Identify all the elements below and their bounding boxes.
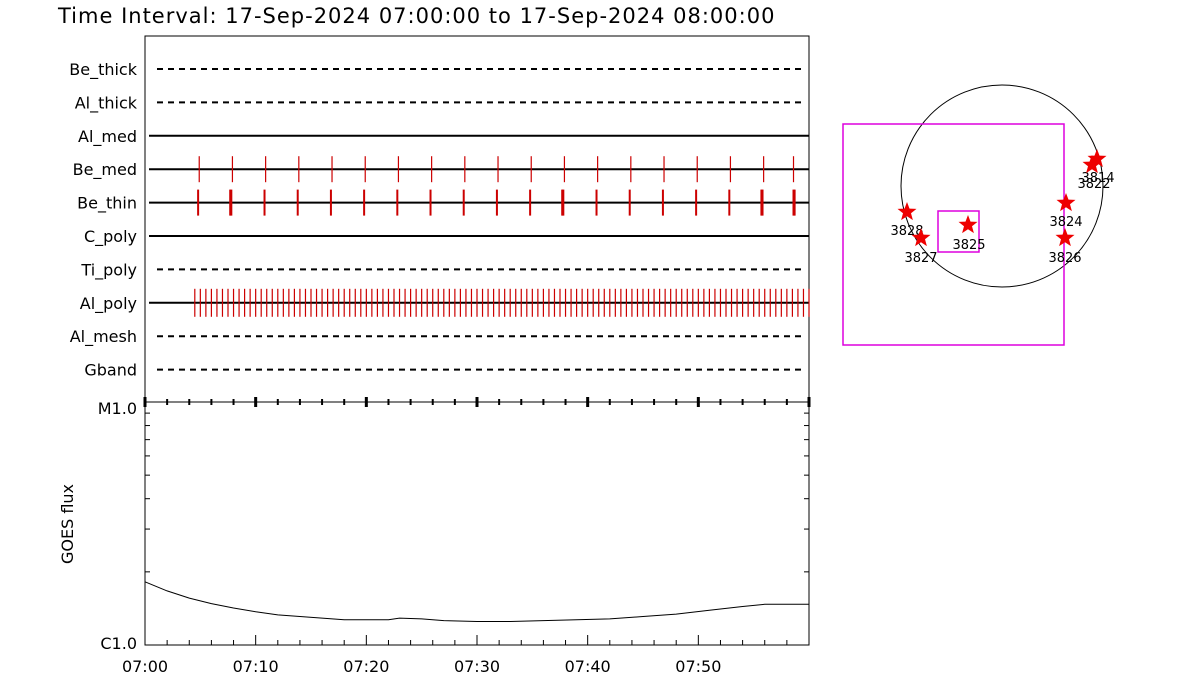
goes-panel-frame	[144, 401, 810, 646]
y-axis-label: GOES flux	[58, 484, 77, 564]
goes-axis-ticks	[143, 397, 811, 645]
region-label-3825: 3825	[952, 238, 985, 253]
time-interval-title: Time Interval: 17-Sep-2024 07:00:00 to 1…	[57, 4, 775, 28]
region-star-3828	[897, 202, 917, 221]
filter-rows: Be_thick Al_thick Al_med Be_med Be_thin C_pol…	[69, 60, 810, 380]
filter-label-c-poly: C_poly	[84, 227, 137, 247]
filter-label-al-med: Al_med	[78, 127, 137, 147]
x-tick-label: 07:40	[565, 657, 611, 676]
field-of-view-box	[842, 123, 1065, 346]
region-star-3822	[1082, 155, 1102, 174]
region-star-3824	[1056, 193, 1076, 212]
solar-limb-circle	[900, 84, 1104, 288]
region-star-3826	[1055, 228, 1075, 247]
x-tick-label: 07:00	[122, 657, 168, 676]
filter-label-al-mesh: Al_mesh	[70, 327, 137, 347]
x-tick-label: 07:20	[343, 657, 389, 676]
y-top-label: M1.0	[98, 399, 137, 418]
filter-label-al-poly: Al_poly	[80, 294, 137, 314]
filter-label-gband: Gband	[84, 361, 137, 380]
region-label-3822: 3822	[1077, 177, 1110, 192]
region-star-3827	[911, 228, 931, 247]
goes-flux-panel: M1.0 C1.0 GOES flux 07:00 07:10 07:20 07:30…	[58, 397, 811, 676]
filter-label-ti-poly: Ti_poly	[80, 260, 137, 280]
filter-label-be-thin: Be_thin	[77, 194, 137, 214]
filter-label-al-thick: Al_thick	[75, 93, 138, 113]
target-box	[937, 210, 980, 253]
region-star-3825	[958, 215, 978, 234]
region-star-3814	[1087, 149, 1107, 168]
x-tick-label: 07:10	[233, 657, 279, 676]
region-label-3827: 3827	[904, 251, 937, 266]
region-label-3814: 3814	[1081, 171, 1114, 186]
y-bottom-label: C1.0	[100, 634, 137, 653]
goes-flux-line	[144, 581, 809, 622]
filter-label-be-med: Be_med	[73, 160, 137, 180]
region-label-3826: 3826	[1048, 251, 1081, 266]
x-tick-label: 07:50	[675, 657, 721, 676]
filter-timeline-panel: Be_thick Al_thick Al_med Be_med Be_thin C_pol…	[69, 35, 810, 403]
x-tick-labels: 07:00 07:10 07:20 07:30 07:40 07:50	[122, 657, 721, 676]
filter-label-be-thick: Be_thick	[69, 60, 137, 80]
filter-panel-frame	[144, 35, 810, 403]
x-tick-label: 07:30	[454, 657, 500, 676]
region-label-3824: 3824	[1049, 215, 1082, 230]
